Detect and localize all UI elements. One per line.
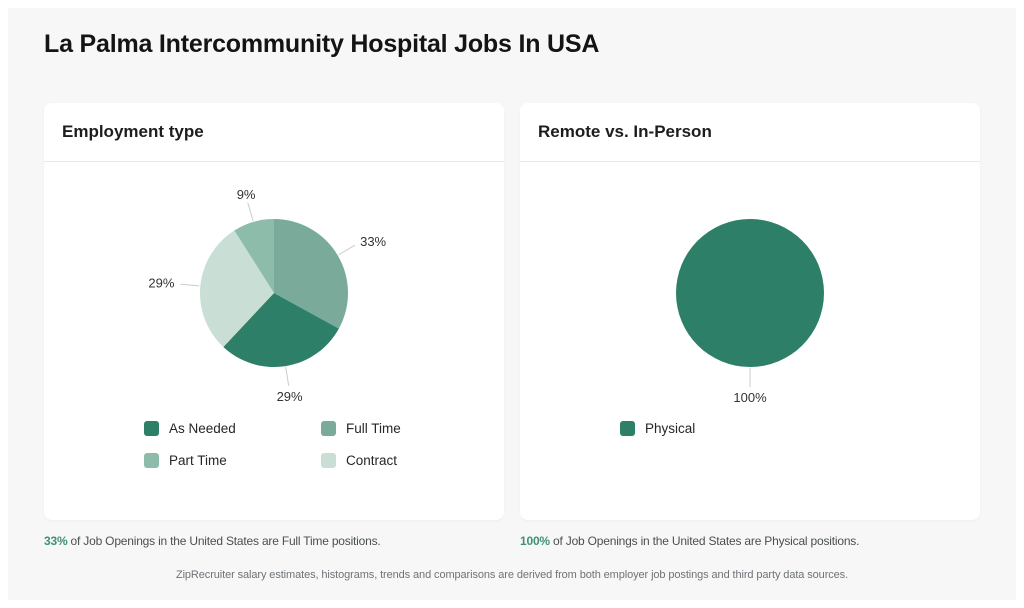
- legend-label: Full Time: [346, 421, 401, 436]
- legend-swatch: [321, 453, 336, 468]
- legend-swatch: [144, 453, 159, 468]
- legend-label: As Needed: [169, 421, 236, 436]
- legend-item-as-needed[interactable]: As Needed: [144, 421, 321, 436]
- card-remote-vs-in-person: Remote vs. In-Person 100% Physical: [520, 103, 980, 520]
- label-connector: [180, 283, 200, 287]
- legend-item-contract[interactable]: Contract: [321, 453, 504, 468]
- card-title: Remote vs. In-Person: [538, 122, 712, 141]
- pie-slice-contract: [200, 230, 274, 347]
- card-header-remote-vs-in-person: Remote vs. In-Person: [520, 103, 980, 162]
- pie-data-label: 29%: [277, 389, 303, 404]
- legend-remote-vs-in-person: Physical: [620, 421, 980, 436]
- pie-slice-part-time: [234, 219, 274, 293]
- pie-data-label: 100%: [733, 390, 767, 405]
- footnote-employment-type: 33% of Job Openings in the United States…: [44, 534, 504, 548]
- card-header-employment-type: Employment type: [44, 103, 504, 162]
- legend-item-full-time[interactable]: Full Time: [321, 421, 504, 436]
- pie-slice-full-time: [274, 219, 349, 329]
- label-connector: [247, 202, 254, 222]
- pie-chart-employment-type: 33% 29% 29% 9%: [44, 162, 504, 412]
- cards-row: Employment type 33% 29% 29% 9% As Needed Ful…: [44, 103, 980, 520]
- pie-data-label: 33%: [360, 234, 386, 249]
- legend-swatch: [144, 421, 159, 436]
- disclaimer-text: ZipRecruiter salary estimates, histogram…: [175, 569, 849, 581]
- legend-item-part-time[interactable]: Part Time: [144, 453, 321, 468]
- footnote-percent: 100%: [520, 534, 550, 548]
- pie-data-label: 29%: [148, 276, 174, 291]
- footnotes-row: 33% of Job Openings in the United States…: [44, 534, 980, 548]
- footnote-remote-vs-in-person: 100% of Job Openings in the United State…: [520, 534, 980, 548]
- page-title: La Palma Intercommunity Hospital Jobs In…: [44, 30, 600, 58]
- legend-label: Physical: [645, 421, 696, 436]
- footnote-text: of Job Openings in the United States are…: [67, 534, 381, 548]
- legend-label: Contract: [346, 453, 398, 468]
- pie-slice-as-needed: [223, 293, 339, 368]
- pie-slice-physical: [676, 219, 824, 367]
- page: La Palma Intercommunity Hospital Jobs In…: [8, 8, 1016, 600]
- footnote-percent: 33%: [44, 534, 68, 548]
- legend-employment-type: As Needed Full Time Part Time Contract: [144, 421, 504, 468]
- legend-swatch: [620, 421, 635, 436]
- pie-data-label: 9%: [237, 187, 256, 202]
- legend-swatch: [321, 421, 336, 436]
- card-title: Employment type: [62, 122, 204, 141]
- legend-item-physical[interactable]: Physical: [620, 421, 797, 436]
- footnote-text: of Job Openings in the United States are…: [549, 534, 860, 548]
- pie-chart-remote-vs-in-person: 100%: [520, 162, 980, 412]
- label-connector: [338, 244, 356, 256]
- label-connector: [285, 367, 290, 386]
- legend-label: Part Time: [169, 453, 227, 468]
- card-employment-type: Employment type 33% 29% 29% 9% As Needed Ful…: [44, 103, 504, 520]
